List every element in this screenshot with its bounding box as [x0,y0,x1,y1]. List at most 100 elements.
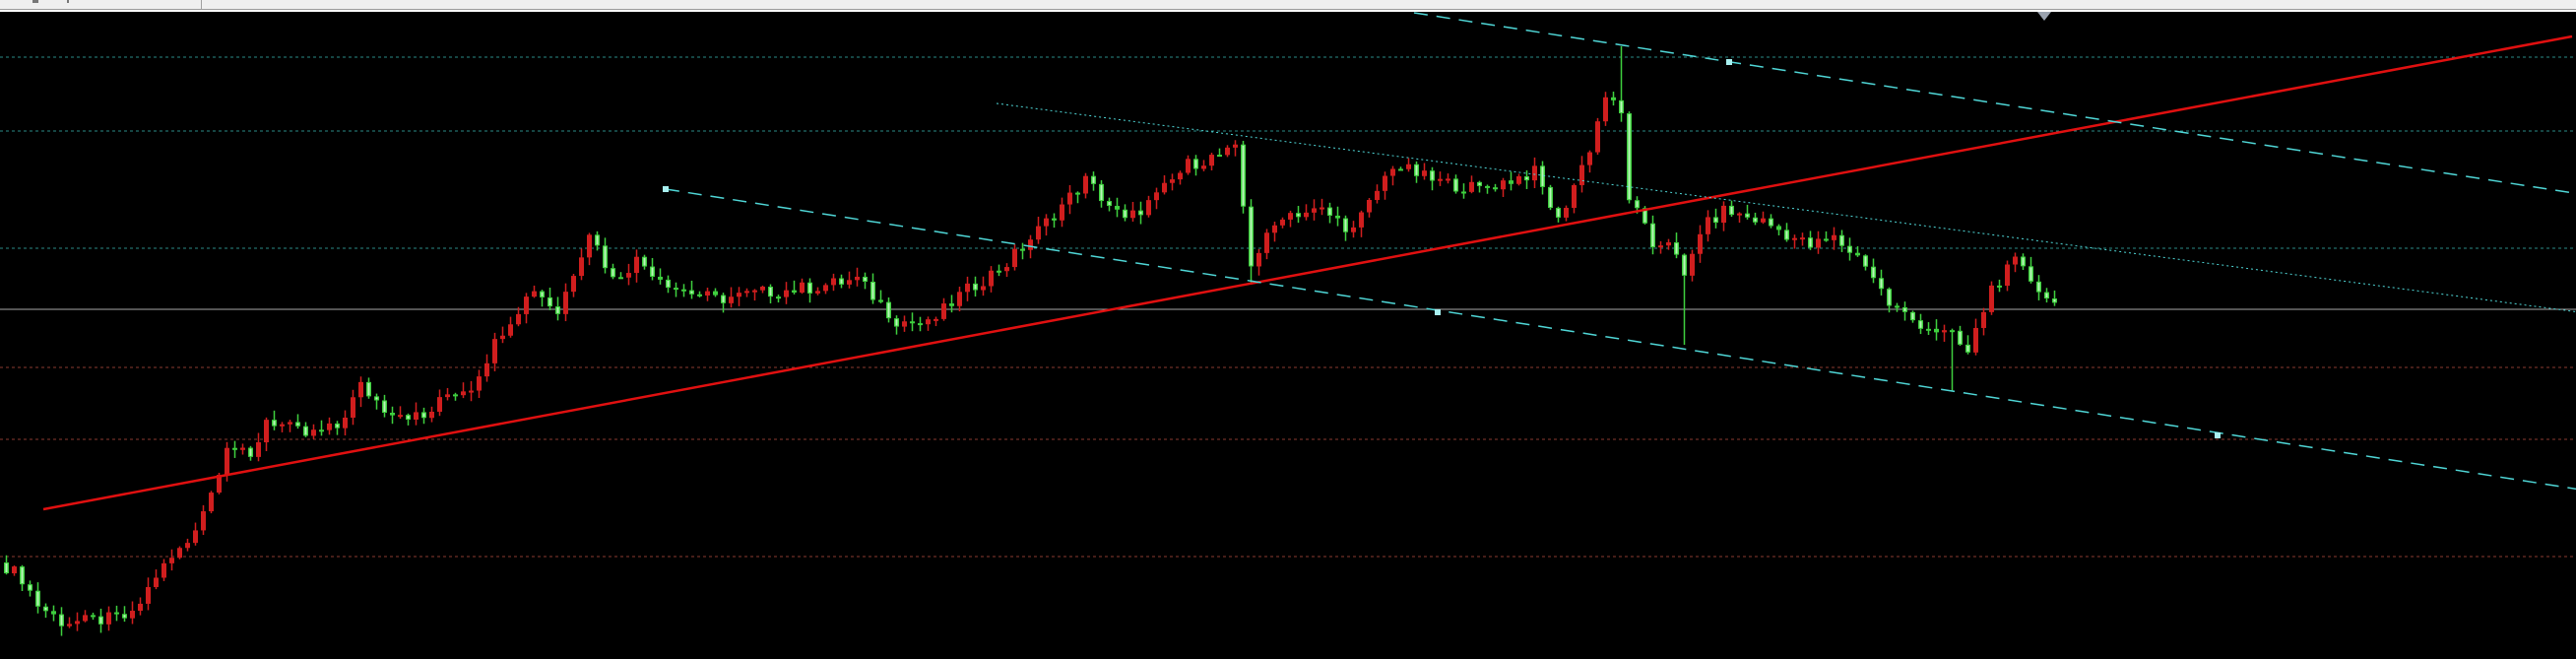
candle [792,280,797,295]
candle [51,605,56,622]
candle-body [1225,147,1230,156]
candle-body [737,293,741,297]
candle [540,290,545,307]
candle [169,549,174,571]
candle [240,443,245,455]
candle-body-highlight [1903,307,1906,311]
candle [1233,140,1238,157]
candle-body [484,362,489,377]
candle-body [1690,253,1695,276]
candle [1902,301,1907,321]
toolbar-icon[interactable] [32,0,38,3]
trend-line[interactable] [1413,12,2576,195]
candle [4,555,9,575]
candle [1359,210,1364,237]
toolbar-icon[interactable] [67,0,69,3]
candle [1343,215,1348,241]
candle [374,393,379,410]
candle-body-highlight [1848,246,1851,252]
candle [886,297,891,323]
candle [1052,213,1057,229]
candle [1225,145,1230,158]
trend-line[interactable] [996,102,2576,312]
candle [1524,169,1529,189]
candle [1729,200,1734,218]
candle-body [1083,175,1088,194]
candle [1351,221,1356,238]
trend-line-anchor-handle[interactable] [663,186,669,192]
candle-body-highlight [44,607,47,611]
triangle-down-icon [2037,12,2051,21]
trend-lines[interactable] [42,12,2576,511]
candle-body [1170,179,1175,183]
candle-body [1792,237,1797,240]
candle-body-highlight [690,291,693,294]
candle-body-highlight [2053,298,2056,302]
candle [1950,328,1955,391]
candle-body-highlight [1643,209,1646,223]
trend-line[interactable] [665,188,2576,491]
candle [965,276,970,301]
trend-line-anchor-handle[interactable] [1726,59,1732,65]
candle [705,287,710,301]
candle [35,582,40,614]
candle-body [847,280,852,285]
trend-line[interactable] [42,34,2573,511]
candle [516,306,521,327]
candle [1745,204,1750,220]
candle-body-highlight [2037,282,2040,292]
candle-body-highlight [2022,257,2025,266]
candle [358,376,363,408]
candle-body-highlight [895,319,898,326]
candle-body-highlight [383,401,386,413]
candle [1044,214,1049,236]
candle [1887,287,1892,313]
candle [1540,161,1545,195]
candle-body-highlight [1297,214,1300,217]
candle [201,504,206,536]
candle-body [154,577,159,587]
candle [1477,180,1482,193]
candle [1414,161,1419,183]
candle-body [280,424,285,427]
candle-body [51,611,56,615]
candle-body-highlight [296,423,299,426]
candle-body [658,276,663,280]
trend-line-anchor-handle[interactable] [1435,309,1441,315]
candle-body-highlight [1557,209,1560,217]
candle-body-highlight [1478,182,1481,185]
candle [1816,231,1821,254]
candle-body-highlight [249,448,252,456]
candle-body [902,321,907,327]
candle [398,406,403,420]
candle-body [1154,192,1159,201]
candle [1469,175,1474,194]
candle-body-highlight [1242,145,1245,206]
candle [146,577,151,611]
candle [626,263,631,286]
trend-line-anchor-handle[interactable] [2215,432,2221,438]
candle-body [1942,330,1947,333]
candle-body [1304,212,1309,218]
candle-body [1438,178,1443,181]
candle [1713,208,1718,229]
candle-body [437,397,442,413]
candle-body [1375,190,1380,200]
candle-body [532,291,537,297]
candle-body-highlight [367,382,370,396]
candle [138,597,143,616]
candle-body-highlight [1746,214,1749,217]
candle [154,569,159,590]
candle [114,605,119,622]
candle [1138,201,1143,225]
candle-body [926,319,931,325]
candle-body [256,442,261,457]
candle-body [949,303,954,306]
candle [571,274,576,297]
candle-body [941,303,946,319]
candle [1824,231,1829,242]
candle-body [752,290,757,293]
candle [2036,275,2041,300]
toolbar-separator [201,0,202,9]
